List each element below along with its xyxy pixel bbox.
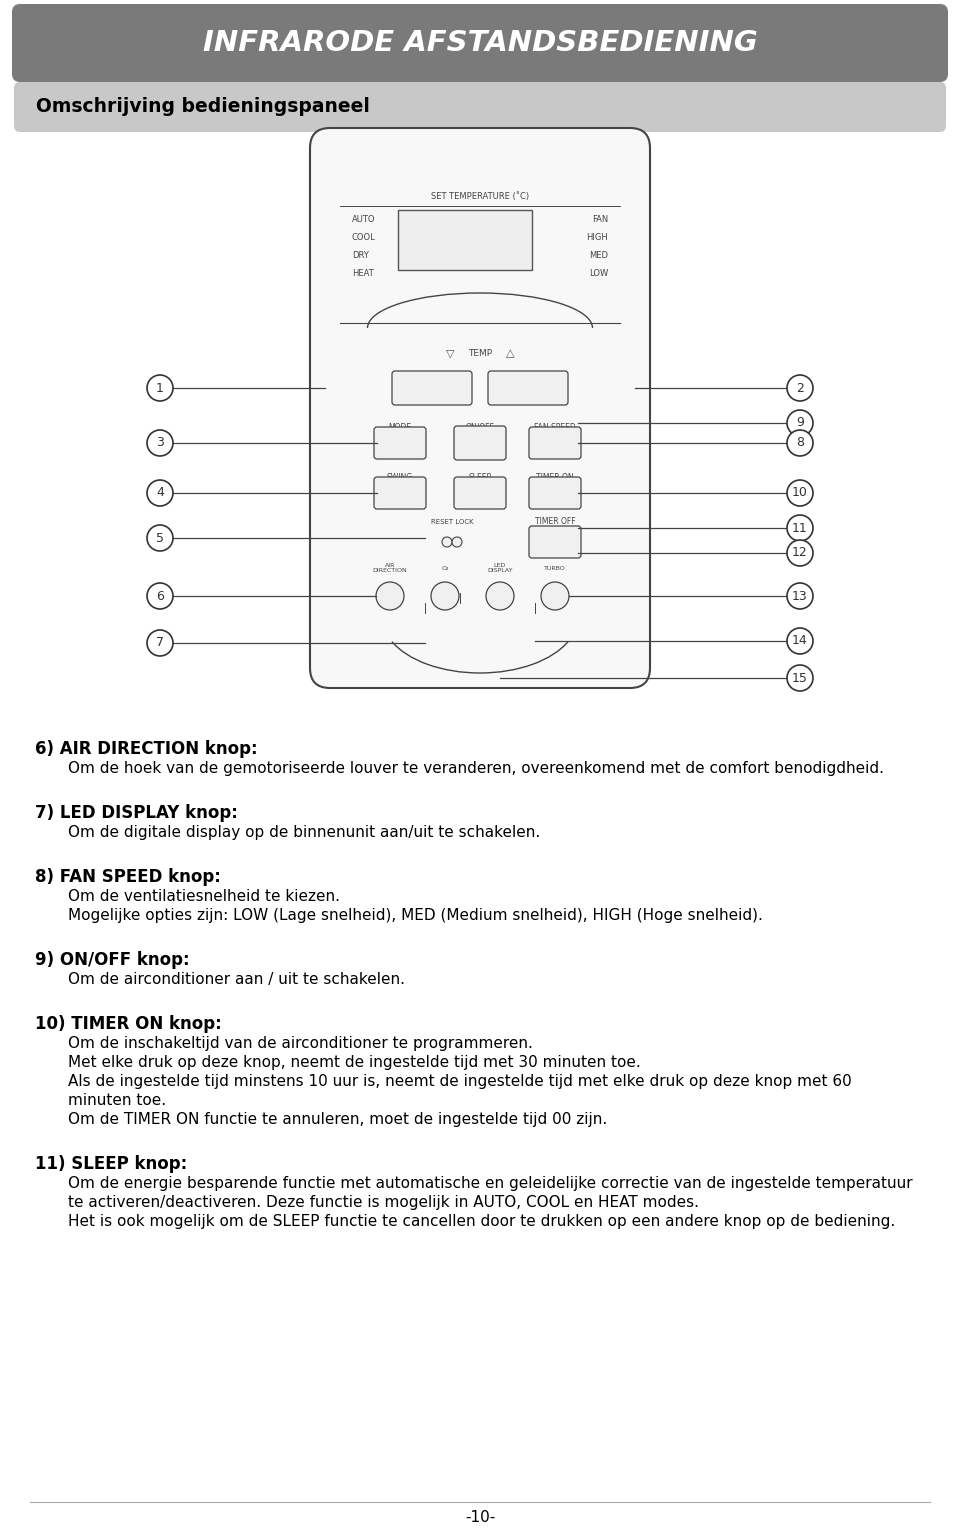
- Circle shape: [147, 630, 173, 656]
- Text: 12: 12: [792, 547, 808, 559]
- Text: HEAT: HEAT: [352, 270, 373, 279]
- Text: Om de airconditioner aan / uit te schakelen.: Om de airconditioner aan / uit te schake…: [68, 971, 405, 987]
- Text: MED: MED: [589, 251, 608, 260]
- FancyBboxPatch shape: [14, 83, 946, 132]
- Text: 4: 4: [156, 487, 164, 499]
- FancyBboxPatch shape: [374, 427, 426, 460]
- Circle shape: [486, 582, 514, 610]
- Text: ▽: ▽: [445, 348, 454, 358]
- Text: 2: 2: [796, 381, 804, 395]
- Circle shape: [541, 582, 569, 610]
- FancyBboxPatch shape: [454, 476, 506, 509]
- FancyBboxPatch shape: [374, 476, 426, 509]
- Text: COOL: COOL: [352, 233, 375, 242]
- Text: Om de ventilatiesnelheid te kiezen.: Om de ventilatiesnelheid te kiezen.: [68, 889, 340, 904]
- Circle shape: [147, 375, 173, 401]
- Circle shape: [431, 582, 459, 610]
- Text: O₂: O₂: [442, 565, 448, 570]
- FancyBboxPatch shape: [392, 371, 472, 404]
- Text: LOW: LOW: [588, 270, 608, 279]
- Text: Om de hoek van de gemotoriseerde louver te veranderen, overeenkomend met de comf: Om de hoek van de gemotoriseerde louver …: [68, 761, 884, 777]
- Text: 6) AIR DIRECTION knop:: 6) AIR DIRECTION knop:: [35, 740, 257, 758]
- Circle shape: [787, 665, 813, 691]
- Text: Omschrijving bedieningspaneel: Omschrijving bedieningspaneel: [36, 98, 370, 116]
- FancyBboxPatch shape: [454, 426, 506, 460]
- Text: HIGH: HIGH: [587, 233, 608, 242]
- Text: Mogelijke opties zijn: LOW (Lage snelheid), MED (Medium snelheid), HIGH (Hoge sn: Mogelijke opties zijn: LOW (Lage snelhei…: [68, 908, 763, 922]
- FancyBboxPatch shape: [529, 525, 581, 558]
- Text: Als de ingestelde tijd minstens 10 uur is, neemt de ingestelde tijd met elke dru: Als de ingestelde tijd minstens 10 uur i…: [68, 1074, 852, 1089]
- Text: 14: 14: [792, 634, 808, 648]
- Circle shape: [787, 628, 813, 654]
- Text: DRY: DRY: [352, 251, 369, 260]
- Text: TURBO: TURBO: [544, 565, 565, 570]
- Text: SET TEMPERATURE (˚C): SET TEMPERATURE (˚C): [431, 192, 529, 201]
- Text: -10-: -10-: [465, 1509, 495, 1524]
- Text: Om de TIMER ON functie te annuleren, moet de ingestelde tijd 00 zijn.: Om de TIMER ON functie te annuleren, moe…: [68, 1112, 608, 1128]
- Circle shape: [787, 430, 813, 457]
- Text: TIMER ON: TIMER ON: [537, 472, 574, 481]
- Text: △: △: [506, 348, 515, 358]
- Text: ON/OFF: ON/OFF: [466, 423, 494, 432]
- Text: 7: 7: [156, 636, 164, 650]
- Circle shape: [787, 515, 813, 541]
- Text: 3: 3: [156, 437, 164, 449]
- Circle shape: [787, 584, 813, 610]
- Text: 1: 1: [156, 381, 164, 395]
- Text: Om de digitale display op de binnenunit aan/uit te schakelen.: Om de digitale display op de binnenunit …: [68, 826, 540, 840]
- Text: 9: 9: [796, 417, 804, 429]
- Bar: [398, 210, 532, 270]
- Circle shape: [147, 480, 173, 506]
- Text: SWING: SWING: [387, 472, 413, 481]
- Circle shape: [787, 411, 813, 437]
- Circle shape: [147, 430, 173, 457]
- Text: minuten toe.: minuten toe.: [68, 1092, 166, 1108]
- Text: 8) FAN SPEED knop:: 8) FAN SPEED knop:: [35, 869, 221, 885]
- Circle shape: [442, 538, 452, 547]
- FancyBboxPatch shape: [12, 5, 948, 83]
- FancyBboxPatch shape: [310, 129, 650, 688]
- Text: LED
DISPLAY: LED DISPLAY: [488, 562, 513, 573]
- Text: Om de energie besparende functie met automatische en geleidelijke correctie van : Om de energie besparende functie met aut…: [68, 1177, 913, 1190]
- Text: MODE: MODE: [389, 423, 412, 432]
- Text: Het is ook mogelijk om de SLEEP functie te cancellen door te drukken op een ande: Het is ook mogelijk om de SLEEP functie …: [68, 1213, 896, 1229]
- FancyBboxPatch shape: [529, 476, 581, 509]
- Circle shape: [376, 582, 404, 610]
- Text: AUTO: AUTO: [352, 216, 375, 225]
- FancyBboxPatch shape: [488, 371, 568, 404]
- Text: 7) LED DISPLAY knop:: 7) LED DISPLAY knop:: [35, 804, 238, 823]
- Text: 11: 11: [792, 521, 808, 535]
- Text: TEMP: TEMP: [468, 348, 492, 357]
- Text: 10: 10: [792, 487, 808, 499]
- Text: Met elke druk op deze knop, neemt de ingestelde tijd met 30 minuten toe.: Met elke druk op deze knop, neemt de ing…: [68, 1056, 640, 1069]
- Circle shape: [147, 584, 173, 610]
- Text: FAN SPEED: FAN SPEED: [534, 423, 576, 432]
- Text: RESET LOCK: RESET LOCK: [431, 519, 473, 525]
- Circle shape: [452, 538, 462, 547]
- FancyBboxPatch shape: [529, 427, 581, 460]
- Text: 6: 6: [156, 590, 164, 602]
- Circle shape: [787, 539, 813, 565]
- Circle shape: [787, 375, 813, 401]
- Text: 5: 5: [156, 532, 164, 544]
- Text: SLEEP: SLEEP: [468, 472, 492, 481]
- Text: 11) SLEEP knop:: 11) SLEEP knop:: [35, 1155, 187, 1174]
- Circle shape: [787, 480, 813, 506]
- Text: te activeren/deactiveren. Deze functie is mogelijk in AUTO, COOL en HEAT modes.: te activeren/deactiveren. Deze functie i…: [68, 1195, 699, 1210]
- Text: 8: 8: [796, 437, 804, 449]
- Text: Om de inschakeltijd van de airconditioner te programmeren.: Om de inschakeltijd van de airconditione…: [68, 1036, 533, 1051]
- Text: 10) TIMER ON knop:: 10) TIMER ON knop:: [35, 1016, 222, 1033]
- Text: 9) ON/OFF knop:: 9) ON/OFF knop:: [35, 951, 190, 970]
- Circle shape: [147, 525, 173, 552]
- Text: 13: 13: [792, 590, 808, 602]
- Text: INFRARODE AFSTANDSBEDIENING: INFRARODE AFSTANDSBEDIENING: [203, 29, 757, 57]
- Text: FAN: FAN: [591, 216, 608, 225]
- Text: 15: 15: [792, 671, 808, 685]
- Text: AIR
DIRECTION: AIR DIRECTION: [372, 562, 407, 573]
- Text: TIMER OFF: TIMER OFF: [535, 518, 575, 527]
